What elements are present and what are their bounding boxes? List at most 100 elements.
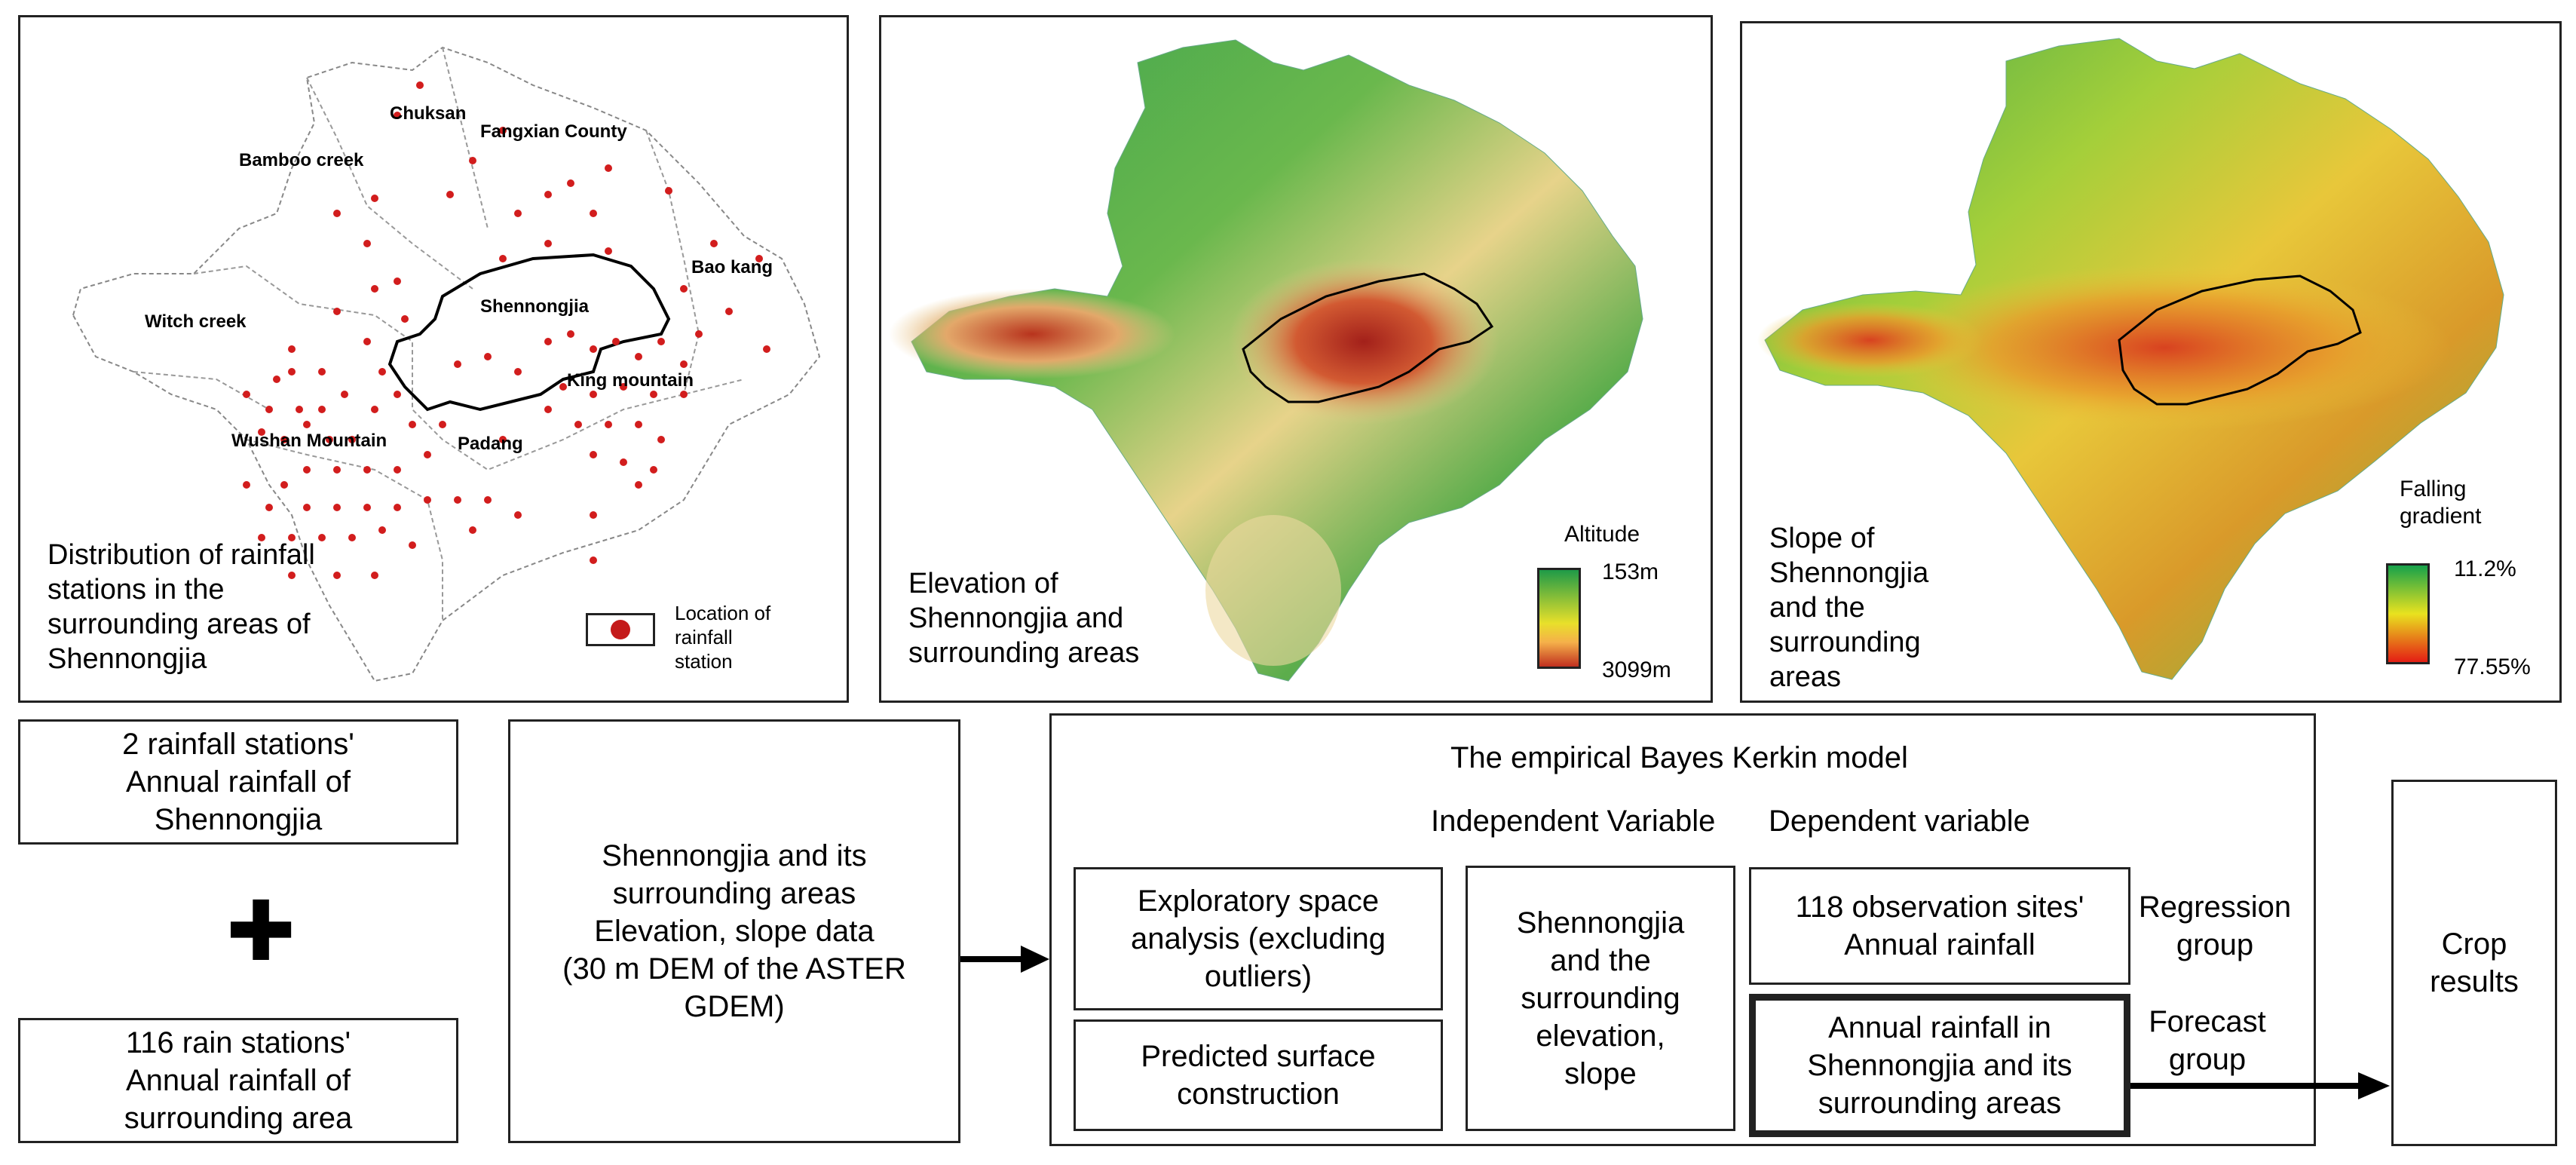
station-dot <box>590 345 597 353</box>
model-title: The empirical Bayes Kerkin model <box>1450 741 1908 774</box>
station-legend-dot <box>611 620 630 639</box>
station-dot <box>424 496 431 504</box>
station-dot <box>258 428 265 436</box>
station-dot <box>363 338 371 345</box>
station-dot <box>371 195 378 202</box>
station-dot <box>650 466 657 474</box>
station-dot <box>567 330 574 338</box>
station-dot <box>680 391 688 398</box>
box-exploratory-analysis: Exploratory space analysis (excluding ou… <box>1074 867 1443 1010</box>
station-dot <box>499 127 507 134</box>
district-line-6 <box>133 371 270 410</box>
slope-map-panel: Slope of Shennongjia and the surrounding… <box>1740 21 2562 703</box>
slope-caption: Slope of Shennongjia and the surrounding… <box>1769 523 1929 693</box>
station-dot <box>499 255 507 262</box>
box-elevation-slope: Shennongjia and the surrounding elevatio… <box>1466 866 1735 1131</box>
station-legend-symbol <box>586 613 655 646</box>
slope-legend-bar <box>2386 563 2430 664</box>
rainfall-stations-map-panel: Chuksan Fangxian County Bamboo creek Bao… <box>18 15 849 703</box>
station-dot <box>559 383 567 391</box>
station-dot <box>394 466 401 474</box>
station-dot <box>401 315 409 323</box>
elevation-map-svg <box>889 39 1643 682</box>
station-legend-label: Location of rainfall station <box>675 602 771 673</box>
station-dot <box>710 240 718 247</box>
station-dot <box>763 345 770 353</box>
station-dot <box>258 534 265 541</box>
district-line-5 <box>246 439 443 621</box>
forecast-group-label: Forecast group <box>2149 1005 2266 1076</box>
station-dot <box>303 504 311 511</box>
station-dot <box>394 391 401 398</box>
station-dot <box>288 368 296 376</box>
independent-variable-label: Independent Variable <box>1431 805 1716 838</box>
station-dot <box>725 308 733 315</box>
station-dot <box>333 504 341 511</box>
station-dot <box>590 556 597 564</box>
station-dot <box>378 526 386 534</box>
stations-group <box>243 81 770 579</box>
station-dot <box>394 504 401 511</box>
station-dot <box>484 353 492 360</box>
station-dot <box>265 406 273 413</box>
station-dot <box>424 451 431 458</box>
station-dot <box>439 421 446 428</box>
box-annual-rainfall-forecast: Annual rainfall in Shennongjia and its s… <box>1749 994 2130 1137</box>
station-dot <box>650 391 657 398</box>
station-dot <box>544 338 552 345</box>
station-dot <box>590 391 597 398</box>
station-dot <box>635 421 642 428</box>
station-dot <box>363 466 371 474</box>
station-dot <box>635 353 642 360</box>
station-dot <box>755 255 763 262</box>
station-dot <box>394 112 401 119</box>
station-dot <box>371 285 378 293</box>
station-dot <box>514 368 522 376</box>
arrow-dem-to-model <box>960 946 1049 973</box>
station-dot <box>318 368 326 376</box>
station-dot <box>665 187 672 195</box>
station-dot <box>544 191 552 198</box>
station-dot <box>574 421 582 428</box>
station-dot <box>341 391 348 398</box>
station-dot <box>318 534 326 541</box>
station-dot <box>499 436 507 443</box>
station-dot <box>484 496 492 504</box>
region-outline <box>72 46 821 682</box>
box-dem-data: Shennongjia and its surrounding areas El… <box>508 719 960 1143</box>
station-dot <box>333 308 341 315</box>
station-dot <box>567 179 574 187</box>
box-observation-sites: 118 observation sites' Annual rainfall <box>1749 867 2130 985</box>
district-line-3 <box>442 47 489 229</box>
station-dot <box>273 376 280 383</box>
station-dot <box>620 383 627 391</box>
station-dot <box>363 240 371 247</box>
label-shennongjia: Shennongjia <box>480 296 589 317</box>
elevation-legend-max: 153m <box>1602 560 1659 584</box>
shennongjia-boundary <box>387 253 671 412</box>
station-dot <box>326 436 333 443</box>
district-line-2 <box>306 77 473 290</box>
elevation-west-high <box>889 289 1175 379</box>
station-dot <box>303 421 311 428</box>
station-dot <box>394 277 401 285</box>
slope-map-svg <box>1757 38 2504 680</box>
station-dot <box>333 466 341 474</box>
shennongjia-boundary-elev <box>1242 272 1494 403</box>
elevation-peak-core <box>1228 259 1499 425</box>
station-dot <box>446 191 454 198</box>
slope-legend-max: 11.2% <box>2454 556 2516 581</box>
station-dot <box>657 436 665 443</box>
station-dot <box>514 511 522 519</box>
station-dot <box>303 466 311 474</box>
box-crop-results: Crop results <box>2391 780 2557 1146</box>
label-chuksan: Chuksan <box>390 103 467 124</box>
station-dot <box>657 338 665 345</box>
station-dot <box>333 210 341 217</box>
station-dot <box>605 421 612 428</box>
station-dot <box>469 526 476 534</box>
label-fangxian: Fangxian County <box>480 121 627 142</box>
elevation-legend-bar <box>1537 568 1581 669</box>
station-dot <box>296 406 303 413</box>
elevation-south-low <box>1205 515 1341 666</box>
